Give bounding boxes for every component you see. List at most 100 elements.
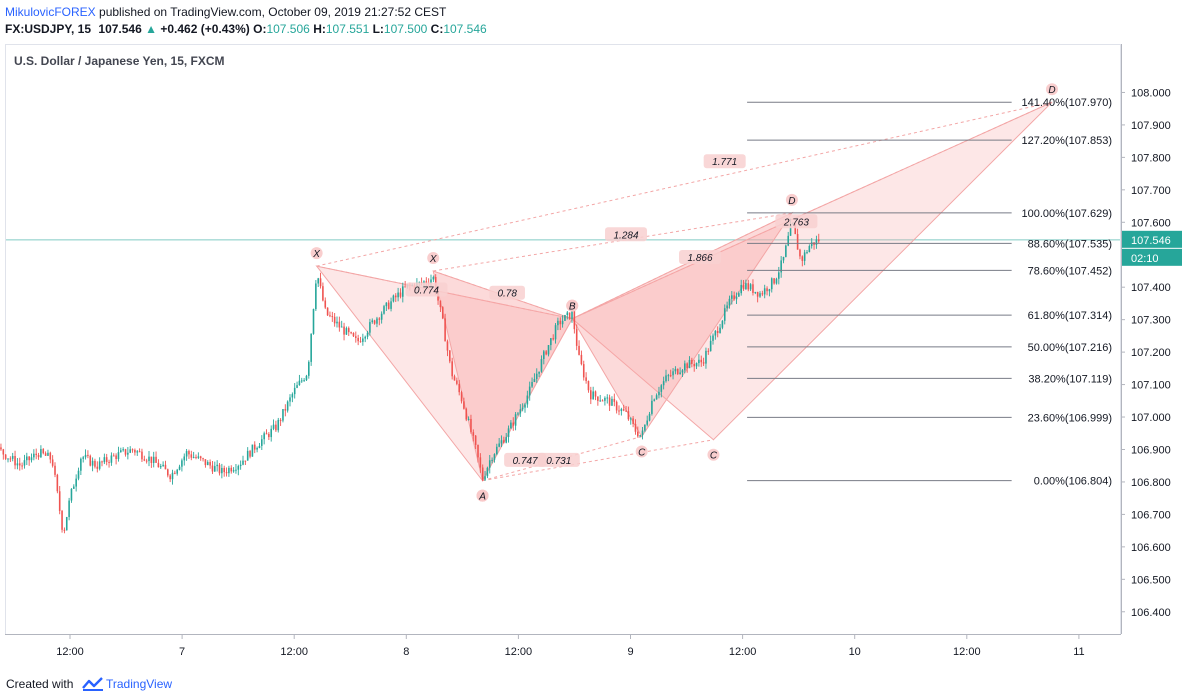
candle-body (37, 455, 40, 458)
candle-body (143, 459, 146, 461)
pattern-point-label: C (638, 448, 646, 459)
candle-body (249, 450, 251, 457)
candle-body (773, 278, 775, 284)
price-tick-label: 106.700 (1131, 509, 1171, 521)
candle-body (103, 457, 106, 463)
fib-level-label: 127.20%(107.853) (1021, 135, 1112, 147)
candle-body (528, 386, 531, 396)
candle-body (648, 413, 651, 421)
fibonacci-levels[interactable]: 141.40%(107.970) 127.20%(107.853) 100.00%(… (747, 97, 1112, 488)
candle-body (293, 387, 296, 395)
close-label: C: (430, 22, 444, 36)
candle-body (326, 307, 329, 316)
candle-body (653, 399, 656, 401)
candle-body (585, 377, 587, 381)
change-value: +0.462 (+0.43%) (160, 22, 250, 36)
candle-body (11, 455, 14, 459)
candle-body (601, 400, 604, 402)
candle-body (122, 449, 124, 451)
candle-body (444, 318, 446, 342)
candle-body (745, 283, 747, 290)
candle-body (197, 456, 200, 458)
candle-body (526, 395, 529, 405)
candle-body (597, 396, 599, 401)
candle-body (693, 363, 696, 367)
fib-level-label: 78.60%(107.452) (1028, 265, 1112, 277)
candle-body (282, 409, 284, 421)
pattern-point-label: D (788, 196, 795, 207)
pattern-point-marker (707, 448, 720, 461)
created-with-text: Created with (6, 677, 74, 691)
candle-body (155, 456, 157, 463)
candle-body (136, 451, 139, 453)
candle-body (604, 397, 606, 401)
open-value: 107.506 (266, 22, 310, 36)
high-value: 107.551 (325, 22, 370, 36)
candle-body (789, 223, 792, 236)
current-price-badge[interactable] (1122, 230, 1182, 248)
price-axis[interactable]: 108.000 107.900 107.800 107.700 107.600 107.5… (1121, 87, 1182, 619)
candle-body (263, 433, 265, 440)
candle-body (472, 432, 475, 436)
candle-body (30, 457, 33, 461)
candle-body (477, 444, 479, 458)
candle-body (665, 375, 667, 382)
candle-body (232, 470, 235, 472)
fib-level-label: 23.60%(106.999) (1028, 412, 1112, 424)
candle-body (714, 330, 717, 336)
candle-body (228, 467, 230, 474)
candle-body (206, 462, 209, 466)
candle-body (622, 409, 625, 411)
candle-body (796, 234, 799, 250)
author-link[interactable]: MikulovicFOREX (5, 5, 96, 19)
candle-body (785, 245, 787, 257)
low-value: 107.500 (383, 22, 428, 36)
candle-body (209, 462, 211, 466)
candle-body (735, 296, 738, 300)
pattern-point-marker (476, 489, 489, 502)
candle-body (223, 467, 226, 473)
pattern-1-triangle-2[interactable] (571, 101, 1053, 441)
candle-body (545, 351, 547, 355)
candle-body (366, 332, 369, 337)
pattern-point-marker (1045, 83, 1058, 96)
close-value: 107.546 (443, 22, 487, 36)
candle-body (669, 375, 672, 377)
candle-body (801, 256, 804, 261)
candle-body (265, 433, 268, 435)
candle-body (402, 286, 404, 297)
time-axis[interactable]: 12:00 7 12:00 8 12:00 9 12:00 10 12:00 11 (56, 634, 1085, 658)
candle-body (359, 341, 362, 343)
candle-body (580, 354, 583, 365)
candle-body (500, 440, 503, 444)
candle-body (763, 288, 766, 295)
candle-body (594, 391, 597, 397)
candle-body (432, 276, 435, 280)
candle-body (573, 310, 576, 330)
candle-body (561, 320, 564, 325)
price-chart[interactable]: U.S. Dollar / Japanese Yen, 15, FXCM 141… (0, 44, 1188, 672)
pattern-point-marker (635, 445, 648, 458)
candle-body (578, 345, 580, 355)
candle-body (768, 289, 771, 292)
candle-body (618, 410, 620, 412)
candle-body (373, 320, 376, 324)
tradingview-brand[interactable]: TradingView (106, 677, 173, 691)
pattern-point-label: C (710, 451, 718, 462)
candle-body (660, 385, 663, 392)
candle-body (152, 456, 155, 463)
candle-body (742, 284, 745, 290)
candle-body (355, 336, 357, 338)
candle-body (174, 472, 176, 474)
candle-body (167, 469, 169, 476)
candle-body (531, 382, 533, 387)
candle-body (519, 409, 522, 414)
candle-body (674, 368, 677, 372)
candle-body (345, 328, 348, 335)
candle-body (181, 460, 183, 467)
candle-body (277, 419, 280, 431)
price-tick-label: 107.000 (1131, 412, 1171, 424)
candle-body (338, 321, 341, 328)
pattern-point-marker (427, 251, 440, 264)
pattern-point-marker (310, 247, 323, 260)
